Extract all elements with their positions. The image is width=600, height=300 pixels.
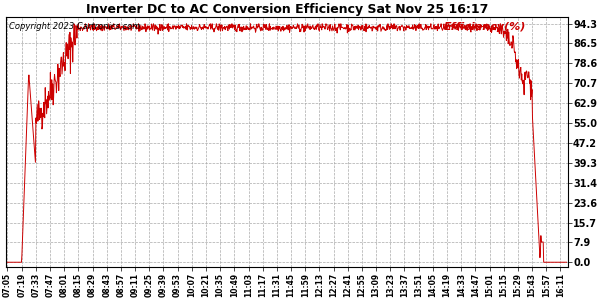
Text: Efficiency(%): Efficiency(%) [444, 22, 526, 32]
Text: Copyright 2023 Cartronics.com: Copyright 2023 Cartronics.com [9, 22, 140, 31]
Title: Inverter DC to AC Conversion Efficiency Sat Nov 25 16:17: Inverter DC to AC Conversion Efficiency … [86, 3, 488, 16]
